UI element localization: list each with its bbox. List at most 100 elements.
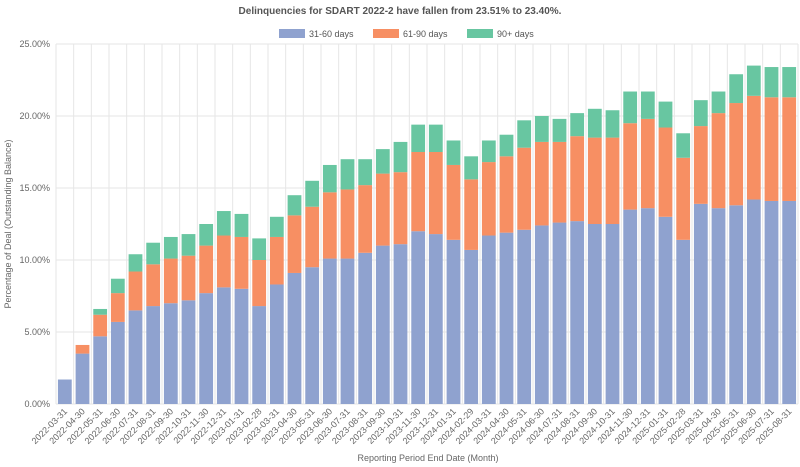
legend-swatch bbox=[279, 29, 305, 38]
bar-segment bbox=[782, 67, 797, 98]
bar-segment bbox=[375, 173, 390, 246]
bar-segment bbox=[587, 108, 602, 138]
bar-segment bbox=[587, 224, 602, 404]
legend-label: 31-60 days bbox=[309, 29, 354, 39]
bar-segment bbox=[534, 225, 549, 404]
bar-segment bbox=[375, 149, 390, 174]
bar-segment bbox=[428, 152, 443, 235]
y-axis-ticks: 0.00% 5.00% 10.00% 15.00% 20.00% 25.00% bbox=[19, 39, 50, 409]
bar-segment bbox=[676, 157, 691, 240]
bar-segment bbox=[711, 113, 726, 209]
y-tick-label: 25.00% bbox=[19, 39, 50, 49]
bar-segment bbox=[729, 205, 744, 404]
bar-segment bbox=[623, 209, 638, 404]
bar-segment bbox=[428, 124, 443, 152]
bar-segment bbox=[658, 101, 673, 128]
bar-segment bbox=[534, 116, 549, 142]
bar-segment bbox=[481, 235, 496, 404]
bar-segment bbox=[322, 164, 337, 193]
bar-segment bbox=[499, 232, 514, 404]
bar-segment bbox=[93, 336, 108, 404]
bar-segment bbox=[570, 136, 585, 222]
bar-segment bbox=[499, 156, 514, 233]
bar-segment bbox=[234, 288, 249, 404]
y-tick-label: 15.00% bbox=[19, 183, 50, 193]
y-tick-label: 20.00% bbox=[19, 111, 50, 121]
y-tick-label: 0.00% bbox=[24, 399, 50, 409]
bar-segment bbox=[128, 271, 143, 311]
bar-segment bbox=[322, 192, 337, 259]
bar-segment bbox=[146, 306, 161, 404]
bar-segment bbox=[517, 229, 532, 404]
bar-segment bbox=[252, 306, 267, 404]
bar-segment bbox=[393, 172, 408, 245]
bar-segment bbox=[358, 185, 373, 253]
bar-segment bbox=[181, 300, 196, 404]
legend-swatch bbox=[373, 29, 399, 38]
bar-segment bbox=[163, 258, 178, 304]
bar-segment bbox=[623, 123, 638, 210]
y-tick-label: 5.00% bbox=[24, 327, 50, 337]
bar-segment bbox=[199, 224, 214, 246]
bar-segment bbox=[446, 140, 461, 165]
bar-segment bbox=[517, 120, 532, 148]
bar-segment bbox=[534, 141, 549, 226]
bar-segment bbox=[428, 234, 443, 404]
bar-segment bbox=[464, 249, 479, 404]
bar-segment bbox=[163, 236, 178, 259]
bar-segment bbox=[199, 293, 214, 404]
bar-segment bbox=[640, 208, 655, 404]
chart-legend: 31-60 days 61-90 days 90+ days bbox=[279, 29, 534, 39]
bar-segment bbox=[693, 100, 708, 127]
bar-segment bbox=[764, 97, 779, 201]
bar-segment bbox=[234, 236, 249, 289]
chart-title: Delinquencies for SDART 2022-2 have fall… bbox=[239, 6, 562, 17]
y-axis-label: Percentage of Deal (Outstanding Balance) bbox=[3, 139, 13, 308]
bar-segment bbox=[216, 287, 231, 404]
bar-segment bbox=[552, 118, 567, 142]
bar-segment bbox=[128, 254, 143, 272]
x-axis-label: Reporting Period End Date (Month) bbox=[357, 453, 498, 463]
bar-segment bbox=[393, 244, 408, 404]
bar-segment bbox=[57, 379, 72, 404]
x-axis-ticks: 2022-03-312022-04-302022-05-312022-06-30… bbox=[30, 406, 794, 446]
bar-segment bbox=[605, 137, 620, 224]
bar-segment bbox=[110, 278, 125, 294]
bar-segment bbox=[287, 272, 302, 404]
bar-segment bbox=[216, 211, 231, 236]
bar-segment bbox=[676, 133, 691, 158]
bar-segment bbox=[75, 344, 90, 354]
bar-segment bbox=[252, 238, 267, 260]
bar-segment bbox=[570, 221, 585, 404]
bar-segment bbox=[640, 118, 655, 209]
bar-segment bbox=[446, 239, 461, 404]
bar-segment bbox=[305, 267, 320, 404]
bar-segment bbox=[358, 252, 373, 404]
bar-segment bbox=[340, 189, 355, 259]
bar-segment bbox=[552, 222, 567, 404]
bar-segment bbox=[199, 245, 214, 294]
bar-segment bbox=[322, 258, 337, 404]
bar-segment bbox=[640, 91, 655, 119]
bar-segment bbox=[146, 264, 161, 307]
bar-segment bbox=[517, 147, 532, 230]
bar-segment bbox=[464, 156, 479, 180]
bar-segment bbox=[499, 134, 514, 157]
bar-segment bbox=[764, 67, 779, 98]
bar-segment bbox=[287, 215, 302, 273]
bar-segment bbox=[570, 113, 585, 137]
bar-segment bbox=[216, 235, 231, 288]
bar-segment bbox=[693, 126, 708, 204]
bar-segment bbox=[623, 91, 638, 124]
bar-segment bbox=[587, 137, 602, 224]
bar-segment bbox=[234, 213, 249, 237]
bar-segment bbox=[340, 159, 355, 190]
bar-segment bbox=[75, 353, 90, 404]
bar-segment bbox=[446, 164, 461, 240]
bar-segment bbox=[128, 310, 143, 404]
bar-segment bbox=[764, 200, 779, 404]
bar-segment bbox=[93, 308, 108, 315]
bars bbox=[57, 65, 797, 404]
bar-segment bbox=[393, 141, 408, 173]
